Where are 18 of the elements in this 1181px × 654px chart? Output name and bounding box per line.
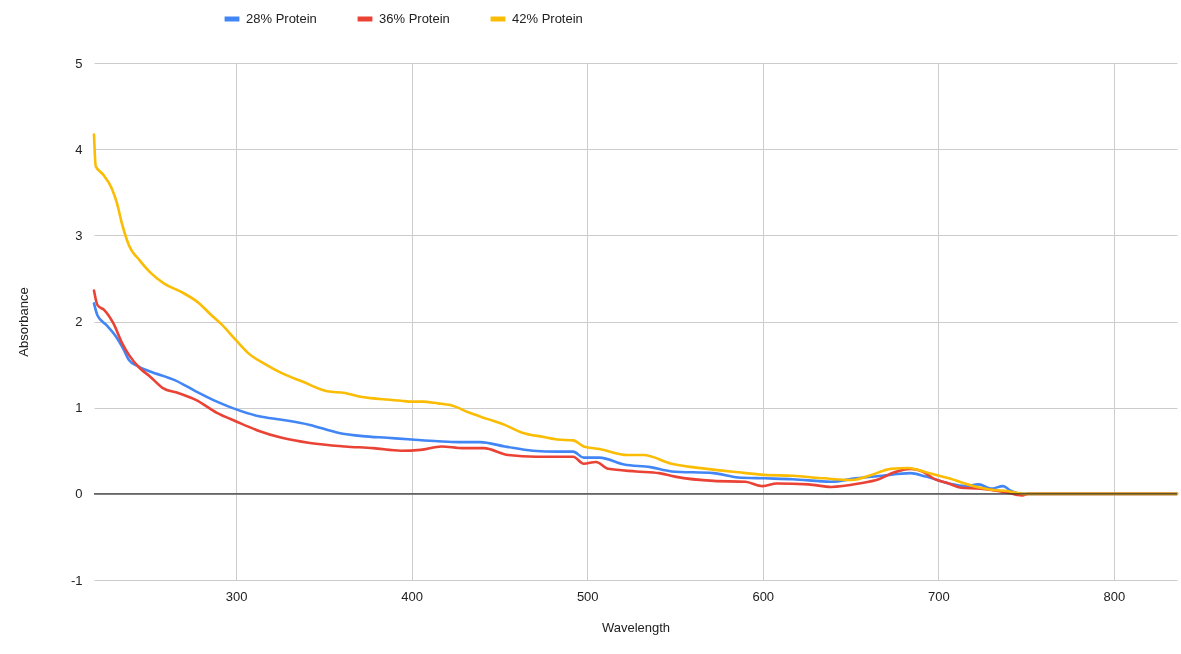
x-tick-label: 700 <box>927 588 950 604</box>
x-tick-label: 800 <box>1103 588 1126 604</box>
x-tick-label: 500 <box>576 588 599 604</box>
y-tick-label: 1 <box>75 400 83 416</box>
x-tick-label: 600 <box>752 588 775 604</box>
y-tick-label: -1 <box>70 572 83 588</box>
legend-label: 42% Protein <box>512 11 583 26</box>
y-tick-label: 0 <box>75 486 83 502</box>
legend-label: 36% Protein <box>379 11 450 26</box>
x-axis-title: Wavelength <box>601 619 671 635</box>
y-tick-label: 4 <box>75 141 83 157</box>
y-tick-label: 2 <box>75 314 83 329</box>
y-tick-label: 5 <box>75 55 83 71</box>
x-tick-label: 400 <box>401 588 424 604</box>
legend-label: 28% Protein <box>246 11 317 26</box>
y-tick-label: 3 <box>75 227 83 243</box>
y-axis-title: Absorbance <box>15 287 31 357</box>
x-tick-label: 300 <box>225 588 248 604</box>
